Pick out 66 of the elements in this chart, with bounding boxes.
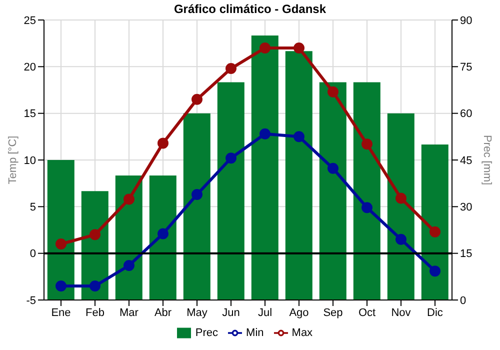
- x-tick-label: Sep: [323, 306, 343, 319]
- y2-tick-label: 75: [460, 62, 472, 74]
- bar: [183, 113, 210, 300]
- x-tick-label: Ene: [51, 306, 71, 319]
- point: [124, 194, 134, 205]
- x-tick-label: Dic: [427, 306, 444, 319]
- bar: [421, 144, 448, 300]
- bar: [353, 82, 380, 300]
- bar: [47, 160, 74, 300]
- point: [362, 138, 372, 150]
- point: [294, 42, 304, 54]
- x-tick-label: May: [186, 306, 208, 319]
- y2-tick-label: 45: [460, 154, 472, 167]
- point: [328, 162, 338, 174]
- point: [362, 202, 372, 214]
- point: [226, 152, 236, 164]
- y-tick-label: 25: [24, 14, 36, 27]
- y-tick-label: 5: [30, 202, 36, 214]
- point: [294, 131, 304, 142]
- x-tick-label: Ago: [289, 306, 309, 319]
- legend-label: Min: [246, 326, 264, 339]
- y2-tick-label: 15: [460, 248, 472, 260]
- point: [56, 280, 66, 292]
- x-tick-label: Mar: [120, 306, 139, 319]
- bar: [285, 51, 312, 300]
- point: [158, 228, 168, 240]
- point: [90, 229, 100, 240]
- y2-tick-label: 0: [460, 294, 466, 307]
- bar: [217, 82, 244, 300]
- x-tick-label: Feb: [86, 306, 104, 319]
- point: [328, 86, 338, 98]
- point: [90, 280, 100, 292]
- bar: [149, 176, 176, 300]
- y2-axis-title: Prec [mm]: [481, 134, 494, 186]
- point: [192, 94, 202, 105]
- y-tick-label: 15: [24, 108, 36, 120]
- x-tick-label: Abr: [154, 306, 172, 319]
- point: [124, 260, 134, 271]
- point: [396, 192, 406, 204]
- point: [158, 138, 168, 149]
- legend-label: Max: [292, 326, 313, 339]
- y2-tick-label: 90: [460, 14, 472, 27]
- y-tick-label: -5: [26, 294, 36, 307]
- point: [260, 42, 270, 54]
- bar: [251, 36, 278, 300]
- y-axis-title: Temp [°C]: [6, 136, 19, 184]
- chart-title: Gráfico climático - Gdansk: [172, 2, 328, 16]
- point: [192, 189, 202, 200]
- point: [396, 234, 406, 245]
- y-tick-label: 0: [30, 248, 36, 260]
- bar: [319, 82, 346, 300]
- x-tick-label: Nov: [391, 306, 412, 319]
- point: [56, 238, 66, 250]
- point: [430, 266, 440, 277]
- y2-tick-label: 30: [460, 202, 472, 214]
- x-tick-label: Oct: [358, 306, 376, 319]
- x-tick-label: Jul: [258, 306, 272, 319]
- bar: [387, 113, 414, 300]
- legend-label: Prec: [195, 326, 218, 339]
- y-tick-label: 20: [24, 62, 36, 74]
- point: [260, 128, 270, 140]
- y-tick-label: 10: [24, 154, 36, 167]
- point: [226, 63, 236, 74]
- y2-tick-label: 60: [460, 108, 472, 120]
- x-tick-label: Jun: [222, 306, 240, 319]
- point: [430, 226, 440, 238]
